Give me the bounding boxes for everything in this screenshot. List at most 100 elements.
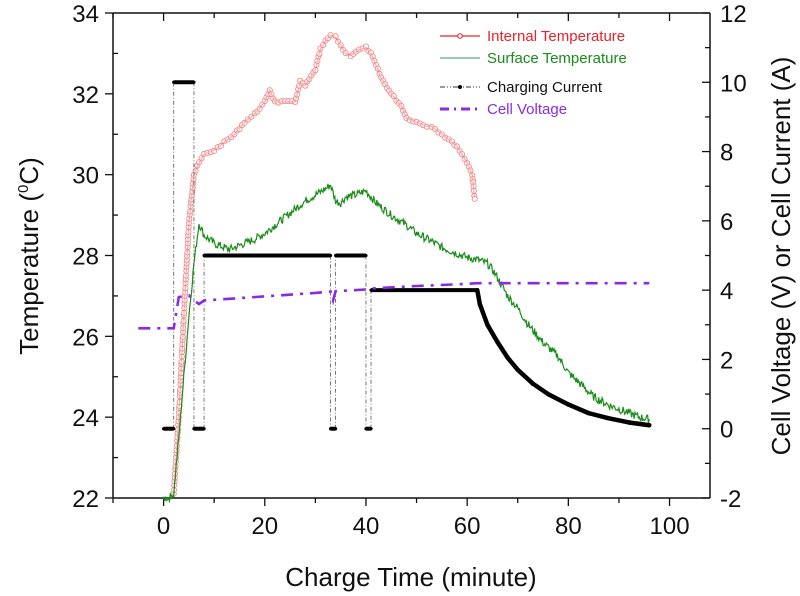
data-point (568, 372, 569, 373)
data-point (183, 376, 184, 377)
data-point (229, 249, 230, 250)
data-point (487, 263, 488, 264)
data-point (161, 427, 166, 431)
legend-label-charging-current: Charging Current (487, 79, 603, 96)
data-point (327, 32, 334, 39)
data-point (173, 442, 180, 449)
right-y-tick-label: 2 (720, 347, 733, 374)
data-point (172, 80, 176, 84)
data-point (607, 416, 611, 420)
data-point (467, 283, 468, 284)
x-tick-label: 80 (555, 513, 582, 540)
legend-marker-charging-current (458, 85, 462, 89)
data-point (375, 202, 376, 203)
current-decay-segment (515, 367, 536, 386)
data-point (416, 233, 417, 234)
data-point (453, 143, 460, 150)
data-point (182, 285, 189, 292)
data-point (374, 65, 381, 72)
data-point (406, 225, 407, 226)
right-y-axis-title: Cell Voltage (V) or Cell Current (A) (766, 57, 796, 456)
data-point (432, 126, 439, 133)
data-point (423, 123, 430, 130)
data-point (593, 396, 594, 397)
series-line-surface-temperature (163, 183, 650, 504)
legend-label-surface-temperature: Surface Temperature (487, 50, 627, 67)
x-axis: 0 20 40 60 80 100 (112, 13, 690, 540)
current-decay-segment (626, 420, 652, 428)
data-point (345, 196, 346, 197)
data-point (507, 295, 508, 296)
data-point (319, 42, 326, 49)
data-point (335, 291, 336, 292)
current-decay-segment (566, 402, 591, 416)
data-point (649, 419, 650, 420)
data-point (177, 370, 184, 377)
right-y-tick-label: 8 (720, 140, 733, 167)
left-y-tick-label: 28 (72, 244, 99, 271)
data-point (274, 225, 275, 226)
data-point (495, 340, 500, 344)
data-point (264, 233, 265, 234)
data-point (608, 404, 609, 405)
data-point (618, 283, 619, 284)
data-point (364, 253, 368, 258)
left-y-tick-label: 32 (72, 82, 99, 109)
series-layer (138, 32, 652, 504)
data-point (178, 437, 179, 438)
legend-label-cell-voltage: Cell Voltage (487, 101, 567, 118)
data-point (506, 356, 510, 360)
data-point (325, 188, 326, 189)
data-point (467, 167, 474, 174)
left-y-tick-label: 22 (72, 486, 99, 513)
left-y-axis-title: Temperature (0C) (14, 157, 44, 355)
data-point (192, 427, 196, 431)
data-point (628, 413, 629, 414)
data-point (330, 184, 331, 185)
data-point (475, 288, 479, 292)
data-point (477, 259, 478, 260)
data-point (441, 247, 442, 248)
data-point (202, 253, 206, 258)
data-point (198, 303, 199, 304)
data-point (173, 328, 174, 329)
current-decay-segment (530, 381, 551, 397)
data-point (337, 42, 344, 49)
data-point (192, 80, 196, 84)
data-point (342, 50, 349, 57)
data-point (531, 382, 535, 386)
data-point (431, 241, 432, 242)
data-point (516, 368, 520, 372)
right-y-tick-label: -2 (720, 486, 741, 513)
x-tick-label: 20 (251, 513, 278, 540)
right-y-tick-label: 10 (720, 70, 747, 97)
data-point (492, 269, 493, 270)
legend-marker-internal-temperature (457, 33, 463, 39)
data-point (627, 420, 631, 425)
data-point (177, 386, 184, 393)
x-tick-label: 60 (454, 513, 481, 540)
series-internal-temperature (170, 32, 478, 497)
series-line-internal-temperature (173, 34, 476, 495)
data-point (163, 497, 164, 498)
current-decay-segment (586, 410, 612, 421)
current-decay-segment (495, 339, 510, 360)
left-y-tick-label: 30 (72, 163, 99, 190)
data-point (369, 427, 373, 431)
data-point (178, 296, 179, 297)
data-point (305, 200, 306, 201)
data-point (542, 342, 543, 343)
data-point (334, 427, 338, 431)
left-y-axis: 22 24 26 28 30 32 34 (72, 1, 118, 513)
data-point (618, 408, 619, 409)
data-point (558, 356, 559, 357)
data-point (256, 105, 263, 112)
data-point (517, 307, 518, 308)
left-y-tick-label: 26 (72, 324, 99, 351)
data-point (330, 291, 331, 292)
x-axis-title: Charge Time (minute) (285, 562, 536, 592)
data-point (471, 195, 478, 202)
series-line-cell-voltage (138, 281, 650, 330)
data-point (568, 283, 569, 284)
